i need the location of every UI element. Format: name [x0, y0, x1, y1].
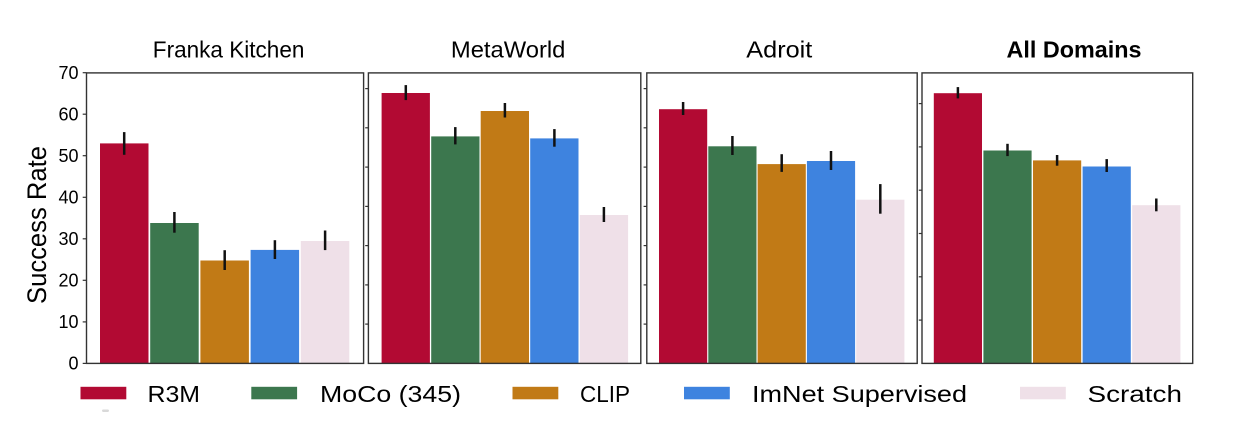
svg-text:40: 40	[58, 188, 78, 208]
svg-text:0: 0	[68, 354, 78, 374]
svg-text:20: 20	[58, 271, 78, 291]
svg-text:60: 60	[58, 105, 78, 125]
svg-text:10: 10	[58, 312, 78, 332]
svg-text:MoCo (345): MoCo (345)	[320, 381, 461, 407]
svg-text:All Domains: All Domains	[1007, 37, 1142, 63]
svg-text:ImNet Supervised: ImNet Supervised	[752, 381, 967, 407]
svg-text:R3M: R3M	[148, 381, 201, 407]
svg-text:Success Rate: Success Rate	[22, 146, 52, 304]
svg-text:30: 30	[58, 229, 78, 249]
svg-text:CLIP: CLIP	[580, 381, 630, 407]
svg-text:MetaWorld: MetaWorld	[451, 37, 566, 63]
svg-text:Scratch: Scratch	[1088, 381, 1183, 407]
svg-text:70: 70	[58, 63, 78, 83]
svg-text:Franka Kitchen: Franka Kitchen	[153, 37, 305, 63]
svg-text:Adroit: Adroit	[746, 37, 813, 63]
svg-text:50: 50	[58, 146, 78, 166]
